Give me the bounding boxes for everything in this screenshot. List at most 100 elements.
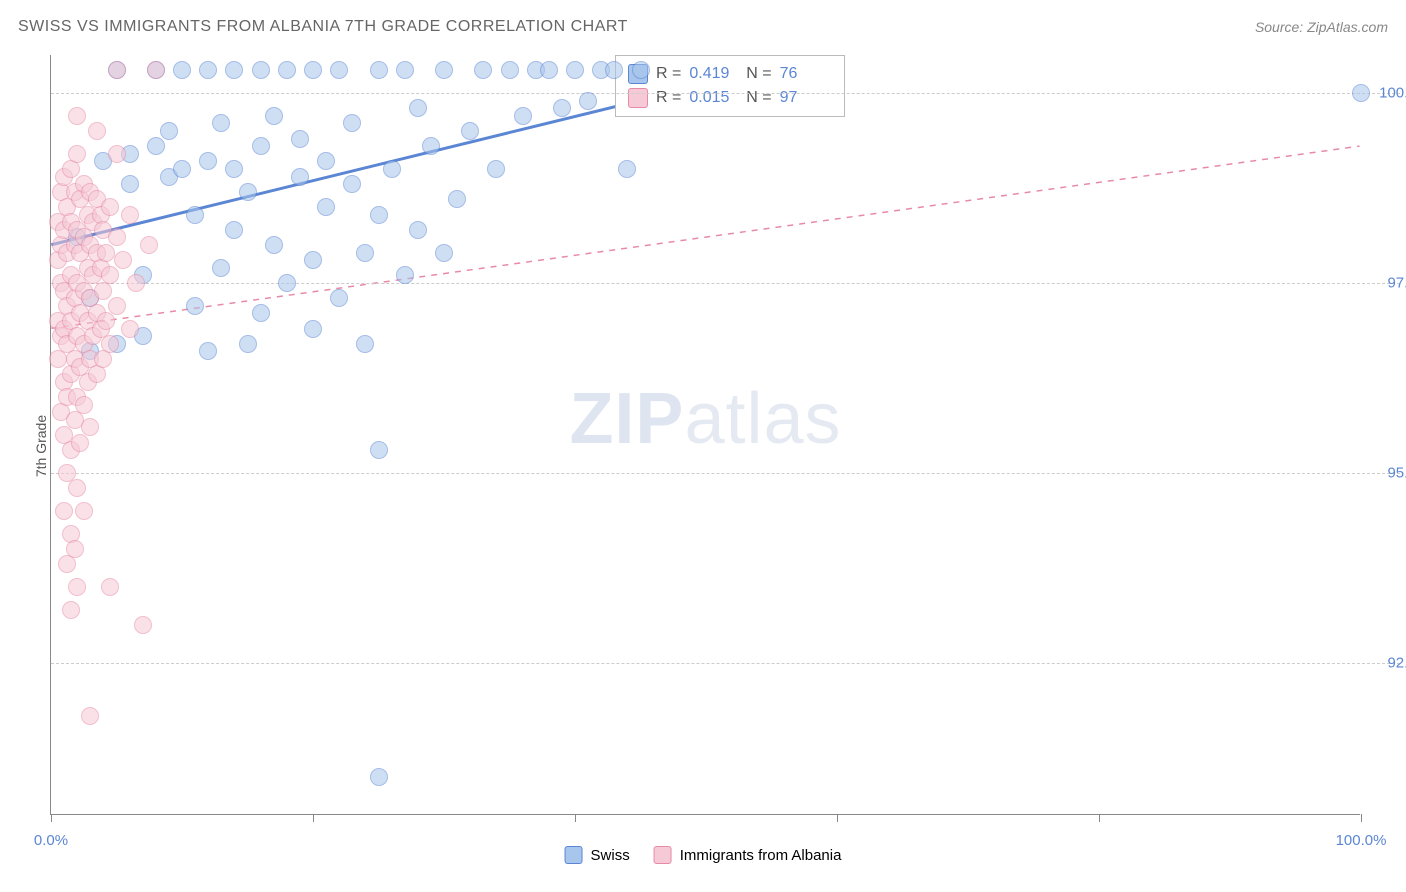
data-point bbox=[632, 61, 650, 79]
data-point bbox=[265, 236, 283, 254]
xtick bbox=[1361, 814, 1362, 822]
data-point bbox=[356, 335, 374, 353]
data-point bbox=[330, 289, 348, 307]
data-point bbox=[75, 502, 93, 520]
xtick bbox=[51, 814, 52, 822]
data-point bbox=[147, 137, 165, 155]
data-point bbox=[121, 320, 139, 338]
data-point bbox=[75, 396, 93, 414]
data-point bbox=[304, 320, 322, 338]
data-point bbox=[461, 122, 479, 140]
data-point bbox=[71, 434, 89, 452]
data-point bbox=[140, 236, 158, 254]
data-point bbox=[343, 114, 361, 132]
data-point bbox=[101, 578, 119, 596]
data-point bbox=[199, 61, 217, 79]
data-point bbox=[108, 228, 126, 246]
data-point bbox=[501, 61, 519, 79]
data-point bbox=[370, 206, 388, 224]
data-point bbox=[317, 198, 335, 216]
data-point bbox=[68, 578, 86, 596]
data-point bbox=[108, 297, 126, 315]
data-point bbox=[618, 160, 636, 178]
data-point bbox=[514, 107, 532, 125]
data-point bbox=[605, 61, 623, 79]
xtick-label: 0.0% bbox=[34, 832, 68, 849]
ytick-label: 100.0% bbox=[1370, 85, 1406, 102]
data-point bbox=[212, 114, 230, 132]
data-point bbox=[487, 160, 505, 178]
data-point bbox=[68, 479, 86, 497]
data-point bbox=[330, 61, 348, 79]
data-point bbox=[304, 251, 322, 269]
data-point bbox=[422, 137, 440, 155]
data-point bbox=[101, 198, 119, 216]
data-point bbox=[81, 707, 99, 725]
swatch-blue-icon bbox=[565, 846, 583, 864]
source-label: Source: ZipAtlas.com bbox=[1255, 19, 1388, 35]
data-point bbox=[370, 61, 388, 79]
data-point bbox=[212, 259, 230, 277]
data-point bbox=[304, 61, 322, 79]
legend-item-immigrants: Immigrants from Albania bbox=[654, 846, 842, 864]
data-point bbox=[97, 312, 115, 330]
legend-row-immigrants: R = 0.015 N = 97 bbox=[628, 86, 832, 110]
data-point bbox=[68, 145, 86, 163]
data-point bbox=[97, 244, 115, 262]
gridline bbox=[51, 93, 1400, 94]
xtick-label: 100.0% bbox=[1336, 832, 1387, 849]
data-point bbox=[252, 304, 270, 322]
ytick-label: 97.5% bbox=[1370, 275, 1406, 292]
data-point bbox=[356, 244, 374, 262]
data-point bbox=[127, 274, 145, 292]
data-point bbox=[474, 61, 492, 79]
data-point bbox=[252, 137, 270, 155]
data-point bbox=[81, 418, 99, 436]
data-point bbox=[252, 61, 270, 79]
xtick bbox=[837, 814, 838, 822]
data-point bbox=[108, 145, 126, 163]
data-point bbox=[409, 221, 427, 239]
data-point bbox=[55, 502, 73, 520]
plot-area: ZIPatlas R = 0.419 N = 76 R = 0.015 N = … bbox=[50, 55, 1360, 815]
data-point bbox=[199, 342, 217, 360]
data-point bbox=[121, 175, 139, 193]
data-point bbox=[579, 92, 597, 110]
y-axis-label: 7th Grade bbox=[33, 415, 49, 477]
gridline bbox=[51, 283, 1400, 284]
swatch-pink bbox=[628, 88, 648, 108]
data-point bbox=[278, 61, 296, 79]
data-point bbox=[540, 61, 558, 79]
watermark: ZIPatlas bbox=[569, 378, 841, 460]
data-point bbox=[291, 168, 309, 186]
data-point bbox=[409, 99, 427, 117]
gridline bbox=[51, 473, 1400, 474]
legend-row-swiss: R = 0.419 N = 76 bbox=[628, 62, 832, 86]
data-point bbox=[239, 335, 257, 353]
data-point bbox=[278, 274, 296, 292]
data-point bbox=[88, 122, 106, 140]
data-point bbox=[108, 61, 126, 79]
data-point bbox=[225, 61, 243, 79]
trend-lines bbox=[51, 55, 1360, 814]
data-point bbox=[199, 152, 217, 170]
data-point bbox=[147, 61, 165, 79]
data-point bbox=[186, 206, 204, 224]
data-point bbox=[553, 99, 571, 117]
xtick bbox=[313, 814, 314, 822]
legend-label: Swiss bbox=[591, 847, 630, 864]
ytick-label: 95.0% bbox=[1370, 465, 1406, 482]
legend-item-swiss: Swiss bbox=[565, 846, 630, 864]
data-point bbox=[114, 251, 132, 269]
data-point bbox=[101, 335, 119, 353]
data-point bbox=[62, 601, 80, 619]
data-point bbox=[121, 206, 139, 224]
data-point bbox=[435, 244, 453, 262]
data-point bbox=[160, 122, 178, 140]
data-point bbox=[396, 61, 414, 79]
data-point bbox=[239, 183, 257, 201]
data-point bbox=[566, 61, 584, 79]
data-point bbox=[291, 130, 309, 148]
data-point bbox=[173, 160, 191, 178]
chart-title: SWISS VS IMMIGRANTS FROM ALBANIA 7TH GRA… bbox=[18, 18, 628, 36]
